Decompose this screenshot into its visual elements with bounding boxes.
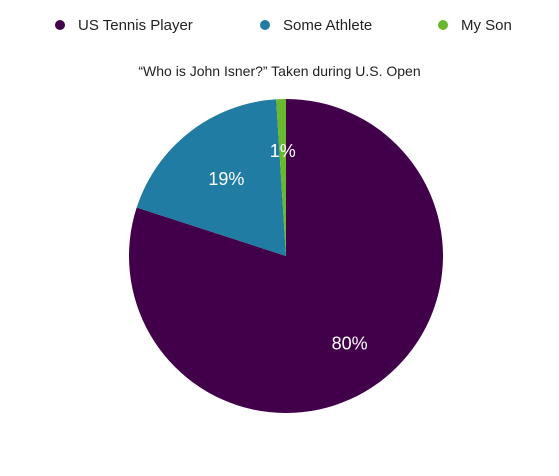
chart-title: “Who is John Isner?” Taken during U.S. O… (138, 63, 421, 79)
data-label-some-athlete: 19% (208, 169, 244, 189)
chart-legend: US Tennis Player Some Athlete My Son (0, 12, 559, 38)
legend-label-my-son: My Son (461, 16, 512, 34)
legend-label-us-tennis-player: US Tennis Player (78, 16, 193, 34)
legend-swatch-us-tennis-player (55, 20, 65, 30)
legend-swatch-some-athlete (260, 20, 270, 30)
pie-slice-some-athlete (136, 99, 286, 256)
legend-item-us-tennis-player: US Tennis Player (55, 12, 193, 38)
legend-item-some-athlete: Some Athlete (260, 12, 372, 38)
data-label-us-tennis-player: 80% (332, 334, 368, 354)
data-label-my-son: 1% (270, 141, 296, 161)
legend-item-my-son: My Son (438, 12, 512, 38)
pie-slice-my-son (276, 99, 286, 256)
legend-swatch-my-son (438, 20, 448, 30)
legend-label-some-athlete: Some Athlete (283, 16, 373, 34)
